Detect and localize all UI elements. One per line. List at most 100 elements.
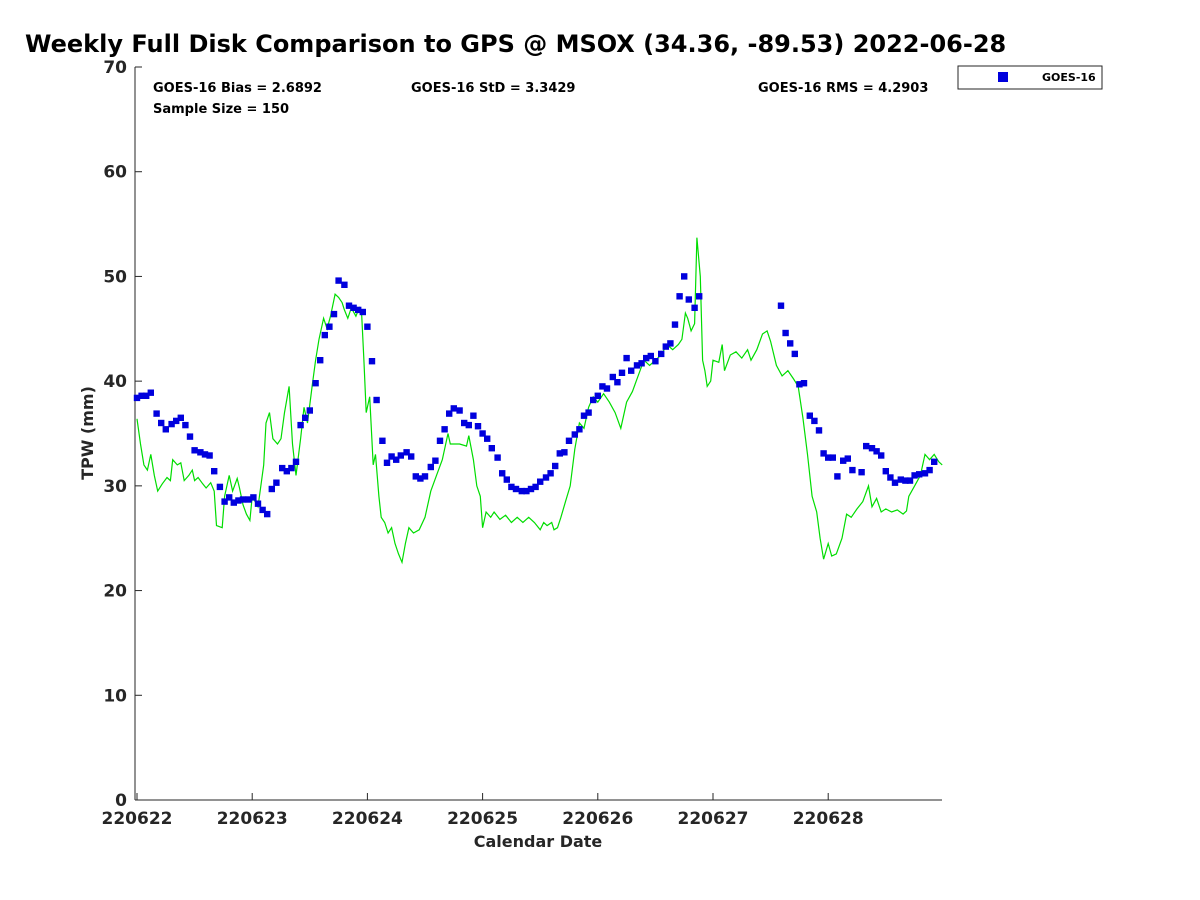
goes16-point bbox=[508, 483, 515, 491]
goes16-point bbox=[388, 453, 395, 460]
goes16-point bbox=[306, 407, 313, 414]
goes16-point bbox=[777, 302, 785, 309]
goes16-point bbox=[158, 419, 165, 427]
goes16-point bbox=[216, 483, 224, 491]
x-tick-label: 220625 bbox=[447, 809, 518, 829]
goes16-point bbox=[834, 473, 841, 480]
goes16-point bbox=[652, 358, 659, 365]
goes16-point bbox=[393, 456, 400, 463]
goes16-point bbox=[273, 479, 280, 486]
goes16-point bbox=[791, 350, 798, 358]
goes16-point bbox=[432, 457, 439, 464]
goes16-point bbox=[211, 468, 218, 475]
legend-marker-goes16 bbox=[998, 72, 1008, 82]
goes16-point bbox=[902, 477, 909, 484]
goes16-point bbox=[427, 463, 434, 471]
gps-line bbox=[136, 237, 943, 565]
goes16-point bbox=[858, 469, 865, 476]
goes16-point bbox=[911, 472, 918, 479]
goes16-point bbox=[523, 487, 530, 495]
goes16-point bbox=[403, 449, 410, 456]
goes16-point bbox=[800, 380, 808, 387]
goes16-point bbox=[408, 453, 415, 460]
sample-size-stat: Sample Size = 150 bbox=[153, 102, 289, 117]
x-tick-label: 220623 bbox=[217, 809, 288, 829]
goes16-point bbox=[312, 380, 319, 387]
goes16-point bbox=[811, 417, 818, 425]
goes16-point bbox=[667, 340, 674, 347]
goes16-point bbox=[479, 430, 486, 437]
legend: GOES-16 bbox=[957, 65, 1103, 90]
bias-stat: GOES-16 Bias = 2.6892 bbox=[153, 81, 322, 96]
goes16-point bbox=[470, 412, 477, 419]
y-tick-label: 40 bbox=[103, 372, 127, 392]
goes16-point bbox=[239, 496, 247, 503]
goes16-point bbox=[815, 427, 823, 434]
goes16-point bbox=[436, 437, 444, 444]
goes16-point bbox=[806, 412, 813, 419]
goes16-point bbox=[283, 468, 290, 475]
goes16-point bbox=[594, 392, 601, 399]
goes16-point bbox=[537, 478, 544, 485]
goes16-point bbox=[561, 449, 568, 456]
goes16-point bbox=[897, 476, 904, 483]
goes16-point bbox=[623, 354, 630, 362]
goes16-point bbox=[906, 477, 914, 484]
goes16-point bbox=[571, 431, 578, 438]
goes16-point bbox=[931, 458, 938, 465]
x-tick-label: 220626 bbox=[562, 809, 633, 829]
goes16-point bbox=[450, 405, 457, 412]
goes16-point bbox=[552, 462, 559, 470]
std-stat: GOES-16 StD = 3.3429 bbox=[411, 81, 575, 96]
goes16-point bbox=[321, 331, 328, 339]
goes16-point bbox=[201, 451, 209, 458]
goes16-point bbox=[840, 457, 847, 464]
goes16-point bbox=[335, 277, 342, 284]
goes16-point bbox=[820, 450, 827, 457]
goes16-point bbox=[279, 464, 286, 472]
goes16-point bbox=[250, 494, 257, 501]
goes16-point bbox=[292, 458, 300, 465]
goes16-point bbox=[397, 452, 404, 459]
goes16-point bbox=[373, 396, 380, 404]
goes16-point bbox=[446, 410, 453, 417]
goes16-point bbox=[685, 296, 692, 303]
goes16-point bbox=[585, 409, 592, 416]
goes16-point bbox=[182, 421, 189, 429]
y-tick-label: 50 bbox=[103, 267, 127, 287]
goes16-point bbox=[359, 308, 366, 316]
stats-group: GOES-16 Bias = 2.6892 GOES-16 StD = 3.34… bbox=[153, 81, 928, 117]
goes16-point bbox=[643, 354, 650, 362]
goes16-point bbox=[503, 476, 510, 483]
goes16-point bbox=[153, 410, 160, 417]
goes16-point bbox=[488, 445, 495, 452]
goes16-point bbox=[662, 343, 669, 350]
goes16-point bbox=[696, 293, 703, 300]
goes16-point bbox=[647, 352, 654, 360]
goes16-point bbox=[576, 426, 583, 433]
goes16-point bbox=[441, 426, 448, 433]
goes16-point bbox=[341, 281, 348, 288]
goes16-point bbox=[138, 392, 145, 399]
goes16-point bbox=[245, 496, 252, 503]
goes16-point bbox=[565, 437, 573, 444]
goes16-point bbox=[379, 437, 386, 444]
goes16-point bbox=[465, 421, 472, 429]
goes16-point bbox=[317, 357, 324, 364]
x-tick-label: 220628 bbox=[793, 809, 864, 829]
goes16-point bbox=[484, 435, 491, 442]
goes16-point bbox=[206, 452, 213, 459]
goes16-point bbox=[326, 323, 333, 330]
goes16-point bbox=[421, 473, 429, 480]
goes16-point bbox=[609, 373, 616, 381]
goes16-point bbox=[868, 445, 876, 452]
goes16-point bbox=[297, 421, 304, 429]
goes16-point bbox=[226, 494, 233, 501]
goes16-point bbox=[350, 304, 357, 311]
goes16-point bbox=[456, 407, 463, 414]
goes16-point bbox=[412, 473, 419, 480]
goes16-point bbox=[259, 506, 266, 514]
goes16-point bbox=[878, 452, 885, 459]
goes16-point bbox=[580, 412, 588, 419]
